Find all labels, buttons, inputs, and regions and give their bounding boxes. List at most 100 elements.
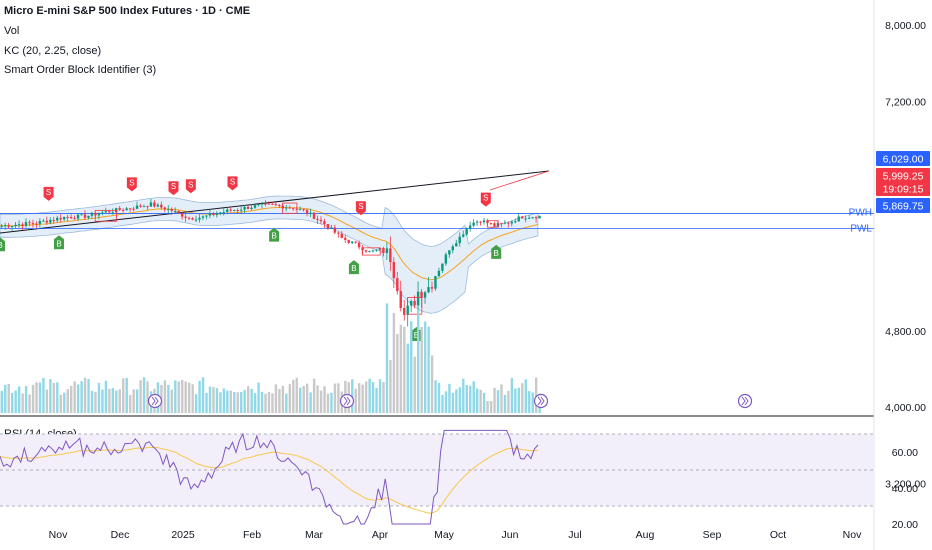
candle-body <box>128 208 132 210</box>
candle-body <box>253 205 257 208</box>
volume-bar <box>458 387 462 413</box>
volume-bar <box>240 391 243 413</box>
volume-bar <box>264 393 267 413</box>
candle-body <box>330 227 333 229</box>
time-axis-label: Mar <box>305 529 324 541</box>
symbol-title[interactable]: Micro E-mini S&P 500 Index Futures · 1D … <box>4 5 251 17</box>
candle-body <box>368 251 371 253</box>
candle-body <box>125 208 128 211</box>
buy-signal-label: B <box>414 331 419 340</box>
candle-body <box>73 218 76 220</box>
volume-bar <box>434 380 437 413</box>
candle-body <box>66 216 69 218</box>
volume-bar <box>163 380 167 413</box>
volume-bar <box>191 384 194 413</box>
sell-signal-marker <box>227 176 238 191</box>
volume-bar <box>229 390 233 413</box>
time-axis-label: Oct <box>770 529 786 541</box>
volume-bar <box>63 392 66 413</box>
candle-body <box>437 270 441 277</box>
candle-body <box>45 220 49 223</box>
candle-body <box>462 234 465 237</box>
time-axis-label: 2025 <box>171 529 195 541</box>
candle-body <box>423 292 427 298</box>
pwl-label: PWL <box>850 224 872 235</box>
candle-body <box>104 211 107 213</box>
volume-bar <box>205 392 208 413</box>
volume-bar <box>128 394 132 413</box>
volume-bar <box>299 387 302 413</box>
candle-body <box>517 216 520 222</box>
candle-body <box>69 217 73 219</box>
candle-body <box>246 206 250 209</box>
volume-bar <box>427 326 430 413</box>
candle-body <box>337 232 340 234</box>
volume-bar <box>139 380 142 413</box>
order-block-box <box>94 209 117 222</box>
indicator-vol[interactable]: Vol <box>4 25 20 37</box>
time-axis-label: Aug <box>636 529 655 541</box>
volume-bar <box>534 377 538 413</box>
volume-bar <box>364 381 368 413</box>
volume-bar <box>319 390 323 413</box>
buy-signal-label: B <box>56 239 61 248</box>
candle-body <box>413 301 416 306</box>
candle-body <box>448 250 451 255</box>
candle-body <box>340 233 343 238</box>
buy-signal-marker <box>0 237 5 252</box>
candle-body <box>326 224 330 229</box>
volume-bar <box>28 394 31 413</box>
volume-bar <box>465 385 468 413</box>
price-tag <box>876 181 930 196</box>
volume-bar <box>45 389 49 413</box>
volume-bar <box>257 382 260 413</box>
volume-bar <box>208 386 212 413</box>
indicator-kc[interactable]: KC (20, 2.25, close) <box>4 45 102 57</box>
volume-bar <box>500 384 503 413</box>
candle-body <box>219 212 222 214</box>
volume-bar <box>125 377 128 413</box>
candle-body <box>146 206 149 208</box>
time-axis-label: Sep <box>703 529 722 541</box>
volume-bar <box>260 391 264 413</box>
candle-body <box>382 248 385 254</box>
sell-signal-marker <box>355 201 366 216</box>
candle-body <box>14 224 17 226</box>
volume-bar <box>437 382 441 413</box>
candle-body <box>482 220 486 223</box>
candle-body <box>7 225 10 227</box>
volume-bar <box>486 401 489 413</box>
volume-bar <box>392 313 396 413</box>
price-tag <box>876 151 930 166</box>
candle-body <box>56 217 59 221</box>
volume-bar <box>358 383 361 413</box>
candle-body <box>239 209 243 211</box>
trend-line <box>0 170 550 234</box>
volume-bar <box>233 392 236 413</box>
candle-body <box>49 220 52 223</box>
volume-bar <box>333 383 337 413</box>
rollover-chevron-icon <box>343 396 351 406</box>
volume-bar <box>170 389 174 413</box>
volume-bar <box>215 388 219 413</box>
candle-body <box>538 215 541 219</box>
rsi-tick-label: 60.00 <box>892 447 918 459</box>
candle-body <box>455 243 458 247</box>
candle-body <box>458 236 461 244</box>
candle-body <box>236 209 239 211</box>
candle-body <box>229 209 232 211</box>
volume-bar <box>94 391 97 413</box>
volume-bar <box>496 390 500 413</box>
candle-body <box>167 208 170 210</box>
volume-bar <box>292 379 295 413</box>
candle-body <box>510 221 513 224</box>
volume-bar <box>430 355 434 413</box>
indicator-order-block[interactable]: Smart Order Block Identifier (3) <box>4 64 157 76</box>
volume-bar <box>323 386 326 413</box>
price-tag <box>876 198 930 213</box>
volume-bar <box>80 381 83 413</box>
candle-body <box>222 211 225 213</box>
candle-body <box>333 227 337 233</box>
volume-bar <box>469 385 472 413</box>
